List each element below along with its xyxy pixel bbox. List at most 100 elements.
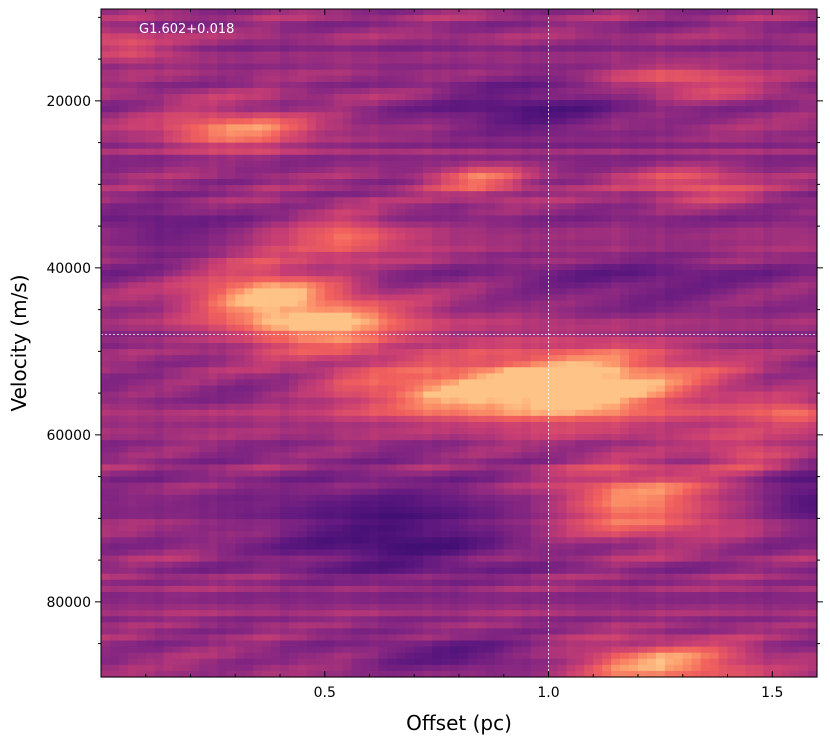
heatmap-cell [781,270,791,277]
heatmap-cell [369,172,380,180]
heatmap-cell [324,130,335,138]
heatmap-cell [467,106,478,113]
heatmap-cell [611,209,621,217]
heatmap-cell [324,124,335,132]
heatmap-cell [512,124,523,132]
heatmap-cell [808,245,818,253]
heatmap-cell [799,349,809,356]
heatmap-cell [145,124,156,132]
heatmap-cell [333,318,344,326]
heatmap-cell [646,9,657,16]
heatmap-cell [638,373,648,381]
heatmap-cell [494,324,505,332]
heatmap-cell [575,361,585,368]
heatmap-cell [127,349,138,356]
heatmap-cell [199,136,209,144]
heatmap-cell [799,251,809,259]
heatmap-cell [208,81,218,89]
heatmap-cell [682,172,693,180]
heatmap-cell [235,282,245,289]
heatmap-cell [673,69,684,77]
heatmap-cell [333,106,344,113]
heatmap-cell [208,318,218,326]
heatmap-cell [315,112,326,119]
heatmap-cell [396,373,406,381]
heatmap-cell [324,239,335,247]
heatmap-cell [172,51,183,59]
heatmap-cell [441,63,451,71]
heatmap-cell [199,15,209,22]
heatmap-cell [700,264,711,271]
heatmap-cell [387,154,397,162]
heatmap-cell [772,343,782,350]
heatmap-cell [271,385,281,393]
heatmap-cell [494,160,505,168]
heatmap-cell [476,373,487,381]
heatmap-cell [423,94,433,101]
heatmap-cell [208,45,218,53]
heatmap-cell [199,385,209,393]
heatmap-cell [593,276,603,283]
heatmap-cell [414,136,424,144]
heatmap-cell [414,166,424,174]
heatmap-cell [109,124,120,132]
heatmap-cell [727,130,738,138]
heatmap-cell [485,294,496,302]
heatmap-cell [718,312,729,320]
heatmap-cell [459,355,469,362]
heatmap-cell [557,87,567,95]
heatmap-cell [799,94,809,101]
heatmap-cell [557,257,567,265]
heatmap-cell [423,45,433,53]
heatmap-cell [324,282,335,289]
heatmap-cell [145,367,156,374]
heatmap-cell [790,361,800,368]
heatmap-cell [360,154,371,162]
heatmap-cell [280,142,290,150]
heatmap-cell [763,373,773,381]
heatmap-cell [611,227,621,235]
heatmap-cell [441,197,451,204]
heatmap-cell [655,330,666,338]
heatmap-cell [664,197,675,204]
heatmap-cell [629,94,639,101]
heatmap-cell [396,239,406,247]
heatmap-cell [682,215,693,223]
heatmap-cell [262,336,272,344]
heatmap-cell [351,154,362,162]
heatmap-cell [297,209,308,217]
heatmap-cell [208,215,218,223]
heatmap-cell [790,209,800,217]
heatmap-cell [727,63,738,71]
heatmap-cell [136,27,147,34]
heatmap-cell [163,355,174,362]
heatmap-cell [217,312,227,320]
heatmap-cell [548,264,559,271]
heatmap-cell [432,166,442,174]
heatmap-cell [745,94,755,101]
heatmap-cell [485,324,496,332]
heatmap-cell [235,118,245,125]
heatmap-cell [181,227,192,235]
heatmap-cell [432,21,442,28]
heatmap-cell [101,100,111,107]
heatmap-cell [127,69,138,77]
heatmap-cell [575,233,585,241]
heatmap-cell [718,166,729,174]
heatmap-cell [244,215,254,223]
heatmap-cell [118,191,129,198]
heatmap-cell [271,87,281,95]
heatmap-cell [396,63,406,71]
heatmap-cell [467,233,478,241]
heatmap-cell [611,87,621,95]
heatmap-cell [459,21,469,28]
heatmap-cell [423,300,433,308]
heatmap-cell [620,63,630,71]
heatmap-cell [172,343,183,350]
heatmap-cell [154,57,165,65]
heatmap-cell [808,215,818,223]
heatmap-cell [378,33,388,40]
heatmap-cell [718,349,729,356]
heatmap-cell [351,330,362,338]
heatmap-cell [118,385,129,393]
